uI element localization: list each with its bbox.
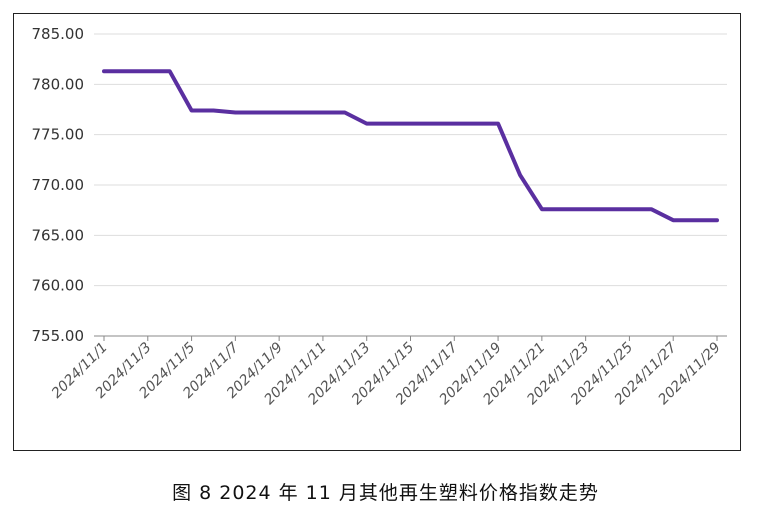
price-index-line-chart: 785.00 780.00 775.00 770.00 765.00 760.00 755.…: [32, 25, 727, 408]
series: [102, 69, 719, 223]
y-tick-label: 765.00: [32, 226, 85, 244]
y-tick-label: 780.00: [32, 75, 85, 93]
y-tick-label: 775.00: [32, 126, 85, 144]
figure-caption: 图 8 2024 年 11 月其他再生塑料价格指数走势: [172, 482, 599, 504]
axes: [94, 335, 727, 341]
chart-frame: 785.00 780.00 775.00 770.00 765.00 760.00 755.…: [13, 13, 741, 451]
y-tick-label: 755.00: [32, 327, 85, 345]
x-tick-labels: 2024/11/12024/11/32024/11/52024/11/72024…: [49, 339, 724, 407]
y-tick-label: 760.00: [32, 277, 85, 295]
y-tick-labels: 785.00 780.00 775.00 770.00 765.00 760.00 755.…: [32, 25, 85, 345]
y-tick-label: 785.00: [32, 25, 85, 43]
y-tick-label: 770.00: [32, 176, 85, 194]
grid-lines: [94, 33, 727, 287]
series-line: [102, 69, 719, 223]
